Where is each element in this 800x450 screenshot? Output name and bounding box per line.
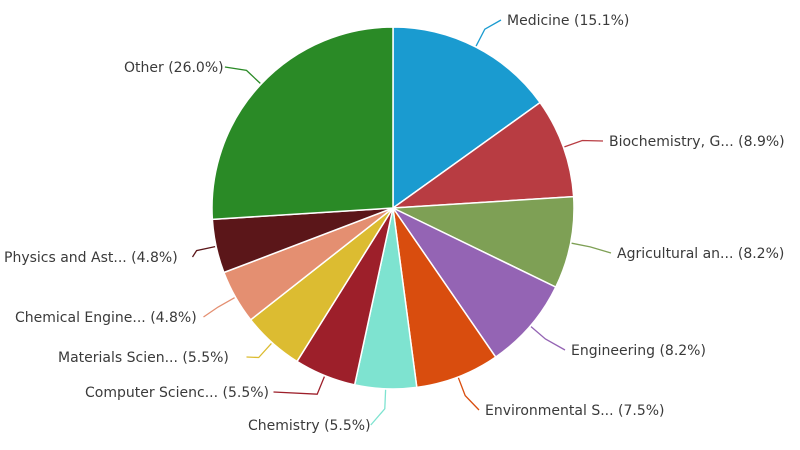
pie-slice [390, 101, 575, 209]
slice-labels: Medicine (15.1%) Biochemistry, G... (8.9%… [4, 13, 785, 434]
leader-line [370, 389, 387, 426]
pie-slices [211, 26, 575, 390]
leader-line [224, 66, 261, 84]
leader-line [273, 376, 326, 395]
slice-label: Environmental S... (7.5%) [485, 403, 665, 419]
pie-slice [390, 206, 557, 359]
pie-slice [390, 195, 575, 289]
leader-line [203, 297, 235, 318]
slice-label: Engineering (8.2%) [571, 343, 706, 359]
leader-lines [191, 19, 612, 426]
slice-label: Computer Scienc... (5.5%) [85, 385, 269, 401]
slice-label: Materials Scien... (5.5%) [58, 350, 229, 366]
slice-label: Chemistry (5.5%) [248, 418, 371, 434]
slice-label: Biochemistry, G... (8.9%) [609, 134, 785, 150]
leader-line [530, 326, 566, 351]
slice-label: Medicine (15.1%) [507, 13, 629, 29]
pie-slice [211, 26, 394, 221]
slice-label: Agricultural an... (8.2%) [617, 246, 784, 262]
slice-label: Chemical Engine... (4.8%) [15, 310, 197, 326]
leader-line [564, 139, 604, 148]
leader-line [571, 242, 612, 254]
leader-line [475, 19, 502, 47]
slice-label: Physics and Ast... (4.8%) [4, 250, 178, 266]
leader-line [246, 342, 272, 359]
leader-line [457, 377, 480, 411]
leader-line [191, 245, 216, 258]
slice-label: Other (26.0%) [124, 60, 224, 76]
pie-slice [392, 26, 542, 210]
